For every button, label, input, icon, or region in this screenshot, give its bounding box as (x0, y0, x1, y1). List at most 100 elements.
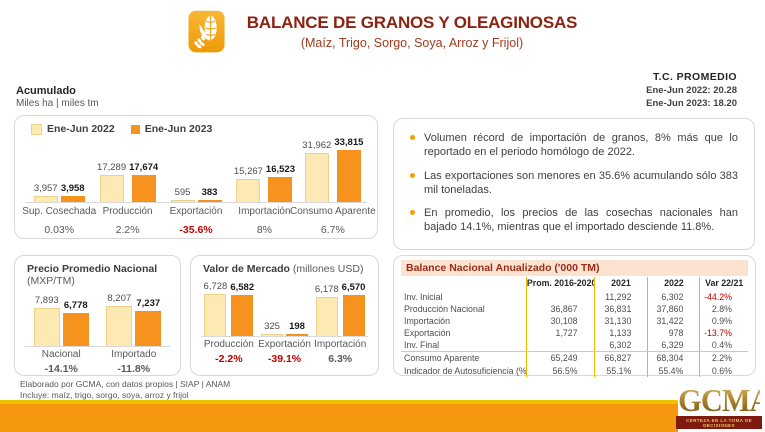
bar-group: 595 383 Exportación -35.6% (161, 137, 231, 236)
table-cell: 30,108 (525, 314, 594, 328)
tc-2023: Ene-Jun 2023: 18.20 (646, 98, 737, 109)
table-row: Inv. Final 6,302 6,329 0.4% (401, 339, 748, 352)
table-cell: 2.2% (699, 352, 748, 365)
bar-group: 3,957 3,958 Sup. Cosechada 0.03% (22, 137, 96, 236)
bullet-icon (410, 135, 415, 140)
legend-swatch-2022 (31, 123, 42, 135)
legend-swatch-2023 (130, 124, 140, 134)
table-cell: 0.4% (699, 339, 748, 352)
table-cell: 1,727 (525, 327, 594, 340)
bar-unit: 7,237 (135, 298, 162, 346)
bar-group: 325 198 Exportación -39.1% (256, 281, 313, 365)
table-cell: 31,422 (647, 314, 699, 328)
bar-value-label: 16,523 (265, 164, 295, 175)
bar-unit: 3,957 (33, 183, 58, 202)
legend-label-2022: Ene-Jun 2022 (47, 123, 115, 135)
header: BALANCE DE GRANOS Y OLEAGINOSAS (Maíz, T… (0, 10, 765, 53)
bar-value-label: 7,893 (34, 295, 59, 306)
main-chart-panel: Ene-Jun 2022 Ene-Jun 2023 3,957 3,958 Sup.… (14, 115, 378, 239)
bar-unit: 17,674 (129, 162, 158, 202)
legend-item-2023: Ene-Jun 2023 (130, 123, 212, 135)
bar-value-label: 6,728 (203, 281, 228, 292)
table-cell: 0.9% (699, 314, 748, 328)
bar-value-label: 31,962 (302, 140, 332, 151)
category-label: Importación (238, 206, 291, 217)
table-cell: 31,130 (593, 314, 648, 328)
bar-2023 (268, 177, 293, 202)
table-row: Inv. Inicial 11,292 6,302 -44.2% (401, 290, 748, 303)
bar-pair: 6,178 6,570 (312, 281, 369, 337)
bar-unit: 325 (261, 321, 283, 336)
exchange-rate-block: T.C. PROMEDIO Ene-Jun 2022: 20.28 Ene-Ju… (646, 71, 737, 109)
bar-unit: 6,728 (203, 281, 228, 336)
table-cell: 55.4% (647, 364, 699, 377)
bar-pair: 31,962 33,815 (298, 137, 368, 203)
bar-unit: 6,582 (230, 282, 254, 336)
header-text: BALANCE DE GRANOS Y OLEAGINOSAS (Maíz, T… (247, 13, 578, 50)
table-cell: 66,827 (593, 352, 648, 365)
tc-2022: Ene-Jun 2022: 20.28 (646, 85, 737, 96)
bar-unit: 7,893 (33, 295, 60, 346)
bar-pair: 325 198 (256, 281, 313, 337)
bar-unit: 3,958 (60, 183, 85, 202)
bar-value-label: 198 (289, 321, 305, 332)
balance-table: Prom. 2016-2020 2021 2022 Var 22/21 Inv. Ini… (401, 277, 748, 377)
category-label: Nacional (41, 349, 81, 360)
bar-pair: 17,289 17,674 (93, 137, 162, 203)
change-label: 6.3% (328, 353, 353, 365)
bar-value-label: 595 (174, 187, 191, 198)
table-cell: 6,329 (647, 339, 699, 352)
includes-note: Incluye: maíz, trigo, sorgo, soya, arroz… (20, 390, 189, 401)
bar-value-label: 6,570 (341, 282, 366, 293)
change-label: -14.1% (44, 363, 78, 375)
bar-value-label: 6,582 (230, 282, 255, 293)
bar-value-label: 6,778 (63, 300, 88, 311)
table-cell: 65,249 (525, 352, 594, 365)
bar-unit: 6,178 (315, 284, 339, 336)
table-row: Indicador de Autosuficiencia (%) 56.5% 55.… (401, 364, 748, 377)
bar-value-label: 15,267 (233, 166, 263, 177)
balance-table-panel: Balance Nacional Anualizado ('000 TM) Pr… (393, 255, 756, 377)
bar-2023 (336, 150, 361, 202)
acumulado-bar-chart: 3,957 3,958 Sup. Cosechada 0.03% 17,289 17,67… (22, 137, 375, 236)
bar-unit: 17,289 (97, 162, 126, 202)
bar-2022 (99, 175, 124, 202)
bar-value-label: 8,207 (107, 293, 132, 304)
tc-title: T.C. PROMEDIO (653, 71, 737, 83)
table-cell: 6,302 (593, 339, 648, 352)
bar-2022 (106, 306, 133, 346)
bar-pair: 6,728 6,582 (201, 281, 257, 337)
table-cell: -44.2% (699, 290, 748, 303)
table-cell (525, 290, 594, 303)
bullet-item: Las exportaciones son menores en 35.6% a… (410, 169, 738, 198)
table-cell: 6,302 (647, 290, 699, 303)
bar-unit: 16,523 (266, 164, 295, 202)
bar-group: 17,289 17,674 Producción 2.2% (93, 137, 162, 236)
bar-2023 (60, 196, 85, 202)
table-cell: 68,304 (647, 352, 699, 365)
category-label: Exportación (258, 339, 311, 350)
valor-title-main: Valor de Mercado (203, 263, 290, 275)
bar-2023 (231, 295, 254, 336)
bar-value-label: 7,237 (136, 298, 161, 309)
bar-value-label: 17,289 (97, 162, 127, 173)
table-row: Consumo Aparente 65,249 66,827 68,304 2.2% (401, 351, 748, 365)
gcma-logo-tagline: CERTEZA EN LA TOMA DE DECISIONES (676, 416, 762, 429)
bar-pair: 8,207 7,237 (97, 293, 170, 347)
row-label: Importación (404, 315, 450, 326)
bar-2022 (170, 200, 195, 202)
footnotes: Elaborado por GCMA, con datos propios | … (20, 379, 230, 402)
bar-2022 (304, 153, 329, 202)
table-cell: -13.7% (699, 327, 748, 340)
legend-item-2022: Ene-Jun 2022 (31, 123, 115, 135)
table-header-cell (401, 277, 526, 291)
table-cell: 2.8% (699, 302, 748, 315)
bullet-text: Volumen récord de importación de granos,… (424, 132, 738, 159)
table-cell: 978 (647, 327, 699, 340)
bar-group: 6,728 6,582 Producción -2.2% (201, 281, 257, 365)
valor-panel: Valor de Mercado (millones USD) 6,728 6,5… (190, 255, 379, 376)
bar-value-label: 3,957 (33, 183, 58, 194)
acumulado-units: Miles ha | miles tm (16, 98, 99, 109)
bullet-text: Las exportaciones son menores en 35.6% a… (424, 169, 738, 196)
gcma-logo-word: GCMA (678, 382, 765, 418)
